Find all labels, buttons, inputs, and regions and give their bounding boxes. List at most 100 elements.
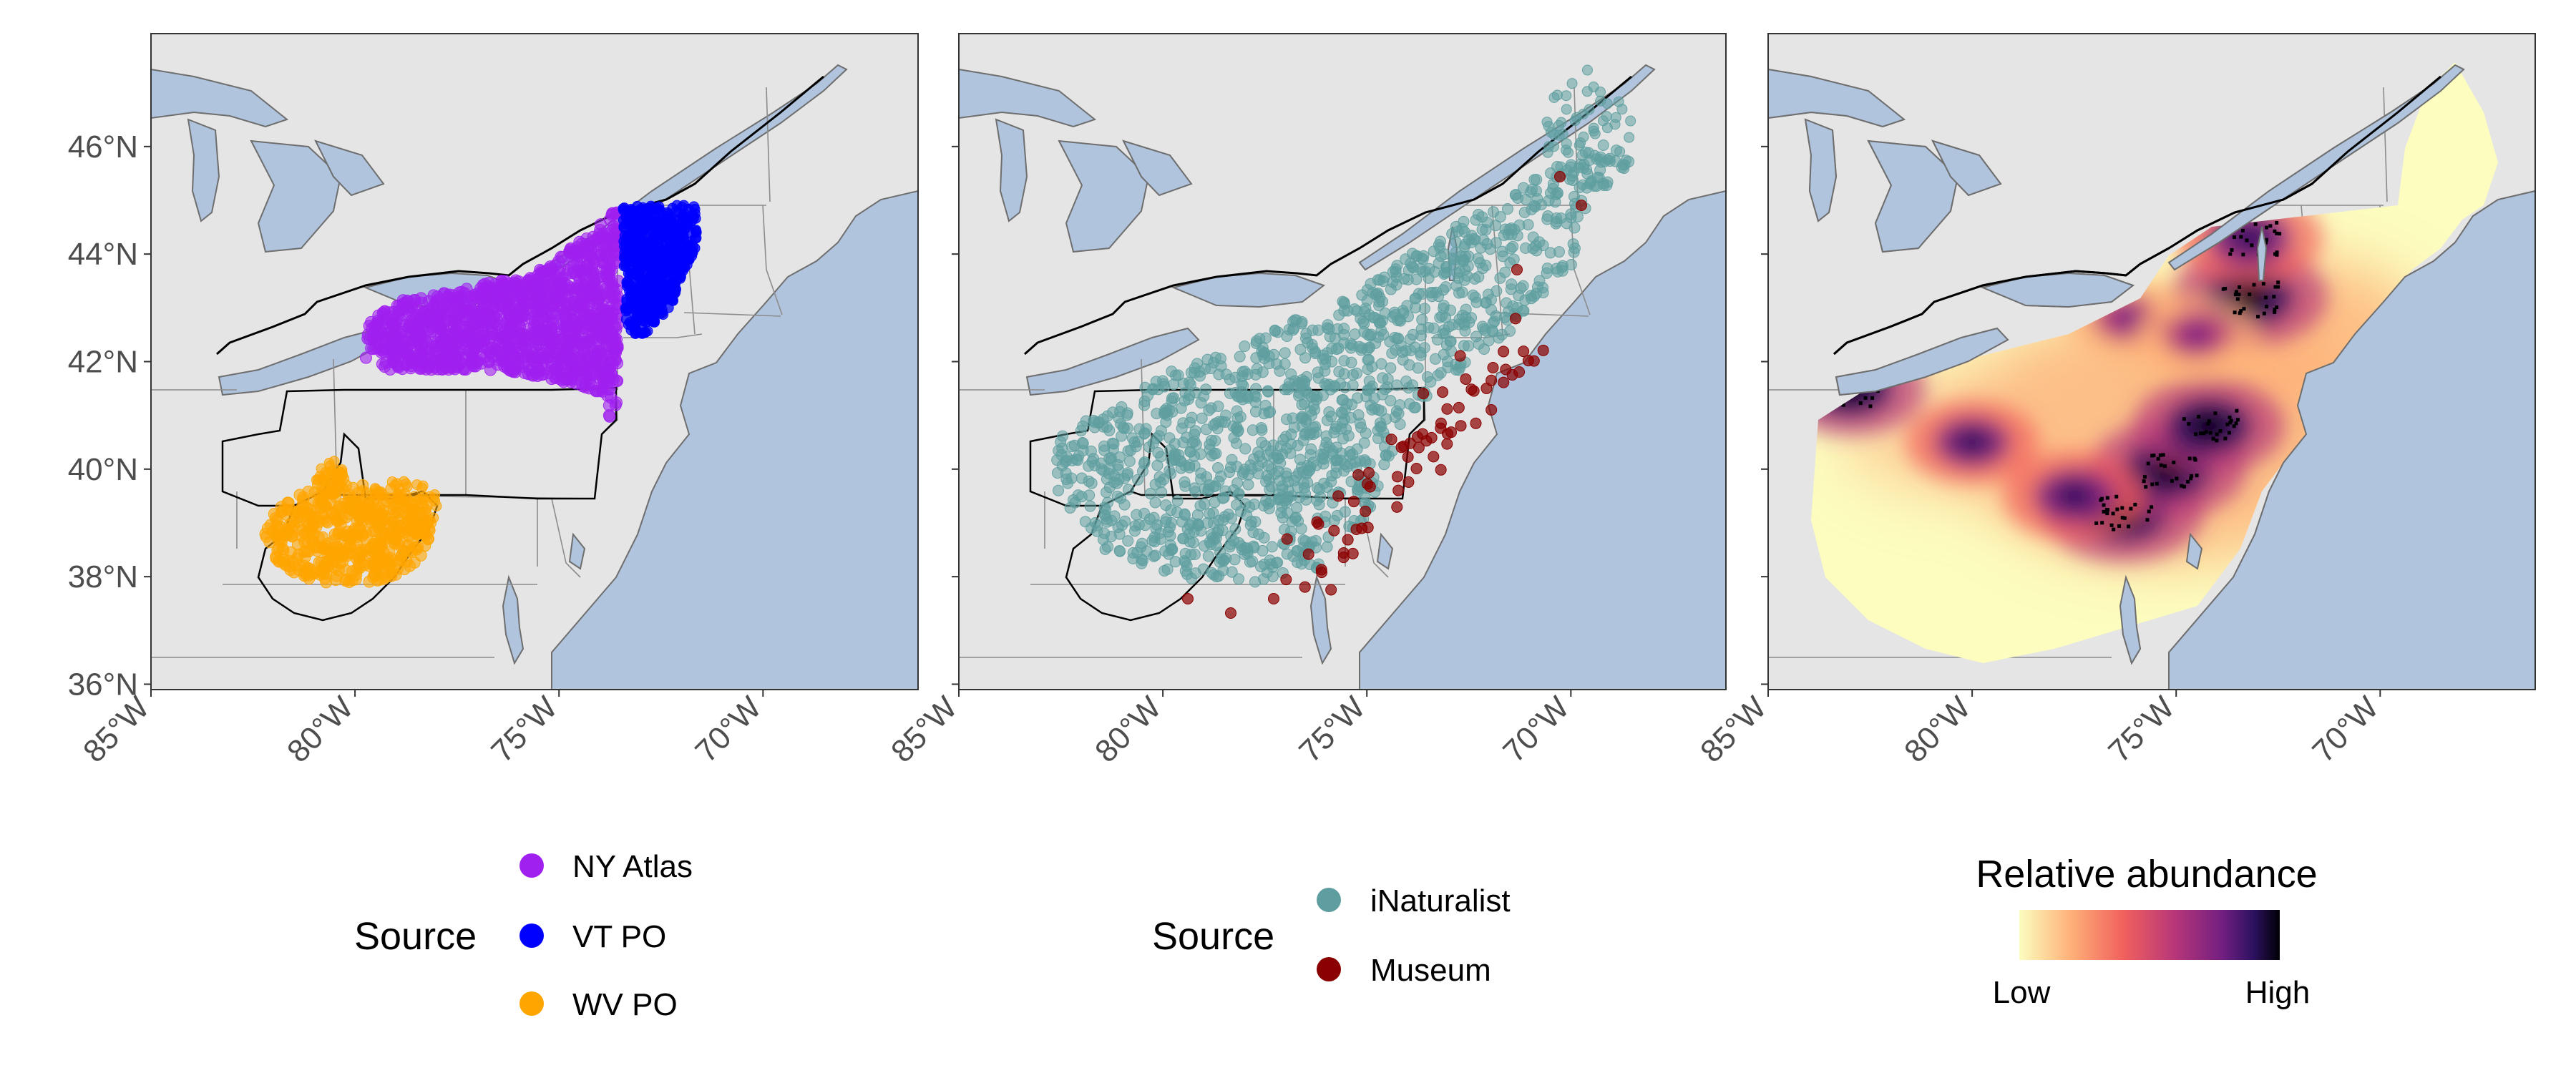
inaturalist-point	[1386, 347, 1398, 359]
wv-po-east-point	[375, 489, 386, 501]
inaturalist-maine-point	[1601, 111, 1612, 122]
inaturalist-point	[1385, 362, 1397, 374]
inaturalist-point	[1447, 319, 1459, 331]
inaturalist-point	[1258, 408, 1270, 420]
abundance-peak-cell	[2156, 456, 2160, 461]
ny-atlas-point	[602, 314, 615, 327]
ny-atlas-point	[447, 346, 460, 358]
museum-point	[1428, 451, 1440, 463]
inaturalist-point	[1064, 501, 1076, 514]
inaturalist-point	[1254, 333, 1266, 345]
inaturalist-point	[1200, 383, 1212, 396]
abundance-peak-cell	[1868, 404, 1873, 408]
x-tick-label: 80°W	[1088, 690, 1168, 769]
museum-point	[1441, 438, 1453, 450]
inaturalist-point	[1165, 504, 1177, 516]
inaturalist-point	[1285, 368, 1297, 381]
inaturalist-point	[1269, 325, 1281, 337]
inaturalist-maine-point	[1581, 64, 1593, 76]
inaturalist-point	[1267, 561, 1279, 573]
inaturalist-point	[1194, 500, 1206, 512]
inaturalist-point	[1281, 413, 1293, 426]
inaturalist-point	[1379, 307, 1391, 319]
inaturalist-point	[1279, 383, 1291, 396]
museum-point	[1350, 523, 1362, 535]
abundance-peak-cell	[2207, 419, 2211, 423]
ny-atlas-point	[595, 383, 608, 396]
abundance-peak-cell	[1841, 403, 1845, 407]
inaturalist-point	[1138, 428, 1150, 440]
wv-po-east-point	[429, 489, 441, 501]
inaturalist-maine-point	[1614, 146, 1626, 157]
abundance-peak-cell	[2202, 431, 2206, 436]
inaturalist-point	[1429, 353, 1441, 365]
x-tick-label: 85°W	[1694, 690, 1773, 769]
inaturalist-point	[1166, 406, 1179, 418]
legend-opportunistic: Source iNaturalist Museum	[1152, 883, 1511, 988]
x-tick-label: 75°W	[2102, 690, 2181, 769]
ny-atlas-point	[504, 332, 517, 345]
inaturalist-point	[1522, 219, 1534, 231]
ny-atlas-point	[530, 340, 542, 353]
inaturalist-point	[1415, 323, 1428, 335]
ny-atlas-point	[514, 310, 527, 323]
inaturalist-point	[1115, 492, 1127, 504]
wv-po-core-point	[332, 528, 345, 541]
wv-po-core-point	[328, 555, 341, 568]
inaturalist-point	[1257, 544, 1269, 557]
abundance-peak-cell	[2273, 285, 2278, 289]
inaturalist-point	[1568, 246, 1580, 258]
inaturalist-point	[1158, 564, 1171, 577]
ny-atlas-point	[610, 346, 623, 359]
inaturalist-point	[1565, 208, 1577, 220]
abundance-peak-cell	[2234, 290, 2238, 294]
abundance-peak-cell	[2099, 496, 2104, 501]
vt-po-point	[653, 255, 664, 267]
abundance-peak-cell	[2225, 422, 2230, 426]
inaturalist-maine-point	[1624, 132, 1635, 143]
inaturalist-maine-point	[1613, 96, 1624, 107]
inaturalist-point	[1196, 412, 1208, 424]
inaturalist-point	[1114, 545, 1126, 557]
abundance-peak-cell	[2218, 428, 2223, 433]
museum-point	[1385, 433, 1397, 446]
vt-po-point	[684, 218, 696, 230]
abundance-peak-cell	[2122, 516, 2127, 520]
inaturalist-point	[1239, 464, 1251, 476]
inaturalist-point	[1144, 488, 1156, 500]
ny-atlas-point	[464, 298, 477, 310]
chesapeake-bay	[1309, 574, 1332, 665]
inaturalist-point	[1239, 443, 1252, 455]
ny-atlas-point	[396, 298, 409, 310]
abundance-peak-cell	[2253, 222, 2258, 226]
inaturalist-point	[1128, 525, 1141, 537]
ny-atlas-point	[575, 237, 588, 250]
inaturalist-point	[1397, 305, 1409, 317]
abundance-peak-cell	[2276, 280, 2280, 285]
inaturalist-point	[1385, 395, 1397, 407]
inaturalist-maine-point	[1542, 147, 1553, 158]
inaturalist-point	[1362, 353, 1375, 366]
inaturalist-point	[1189, 460, 1201, 472]
inaturalist-point	[1450, 236, 1462, 248]
abundance-peak-cell	[2109, 523, 2114, 527]
ny-atlas-point	[509, 362, 522, 375]
inaturalist-point	[1333, 366, 1345, 378]
abundance-peak-cell	[2233, 235, 2237, 239]
abundance-gradient-layer	[1811, 192, 2426, 563]
museum-point	[1410, 463, 1423, 475]
inaturalist-point	[1332, 342, 1345, 354]
museum-point	[1280, 574, 1292, 586]
y-tick-label: 42°N	[68, 345, 138, 380]
inaturalist-point	[1487, 317, 1499, 329]
abundance-hotspot-core	[2056, 482, 2092, 510]
vt-po-point	[640, 257, 652, 268]
abundance-peak-cell	[2273, 252, 2277, 256]
wv-po-core-point	[306, 511, 318, 524]
inaturalist-point	[1531, 281, 1543, 293]
inaturalist-point	[1259, 440, 1272, 452]
vt-po-point	[673, 253, 685, 264]
abundance-peak-cell	[2240, 228, 2245, 232]
inaturalist-point	[1160, 513, 1172, 525]
inaturalist-point	[1356, 289, 1368, 301]
